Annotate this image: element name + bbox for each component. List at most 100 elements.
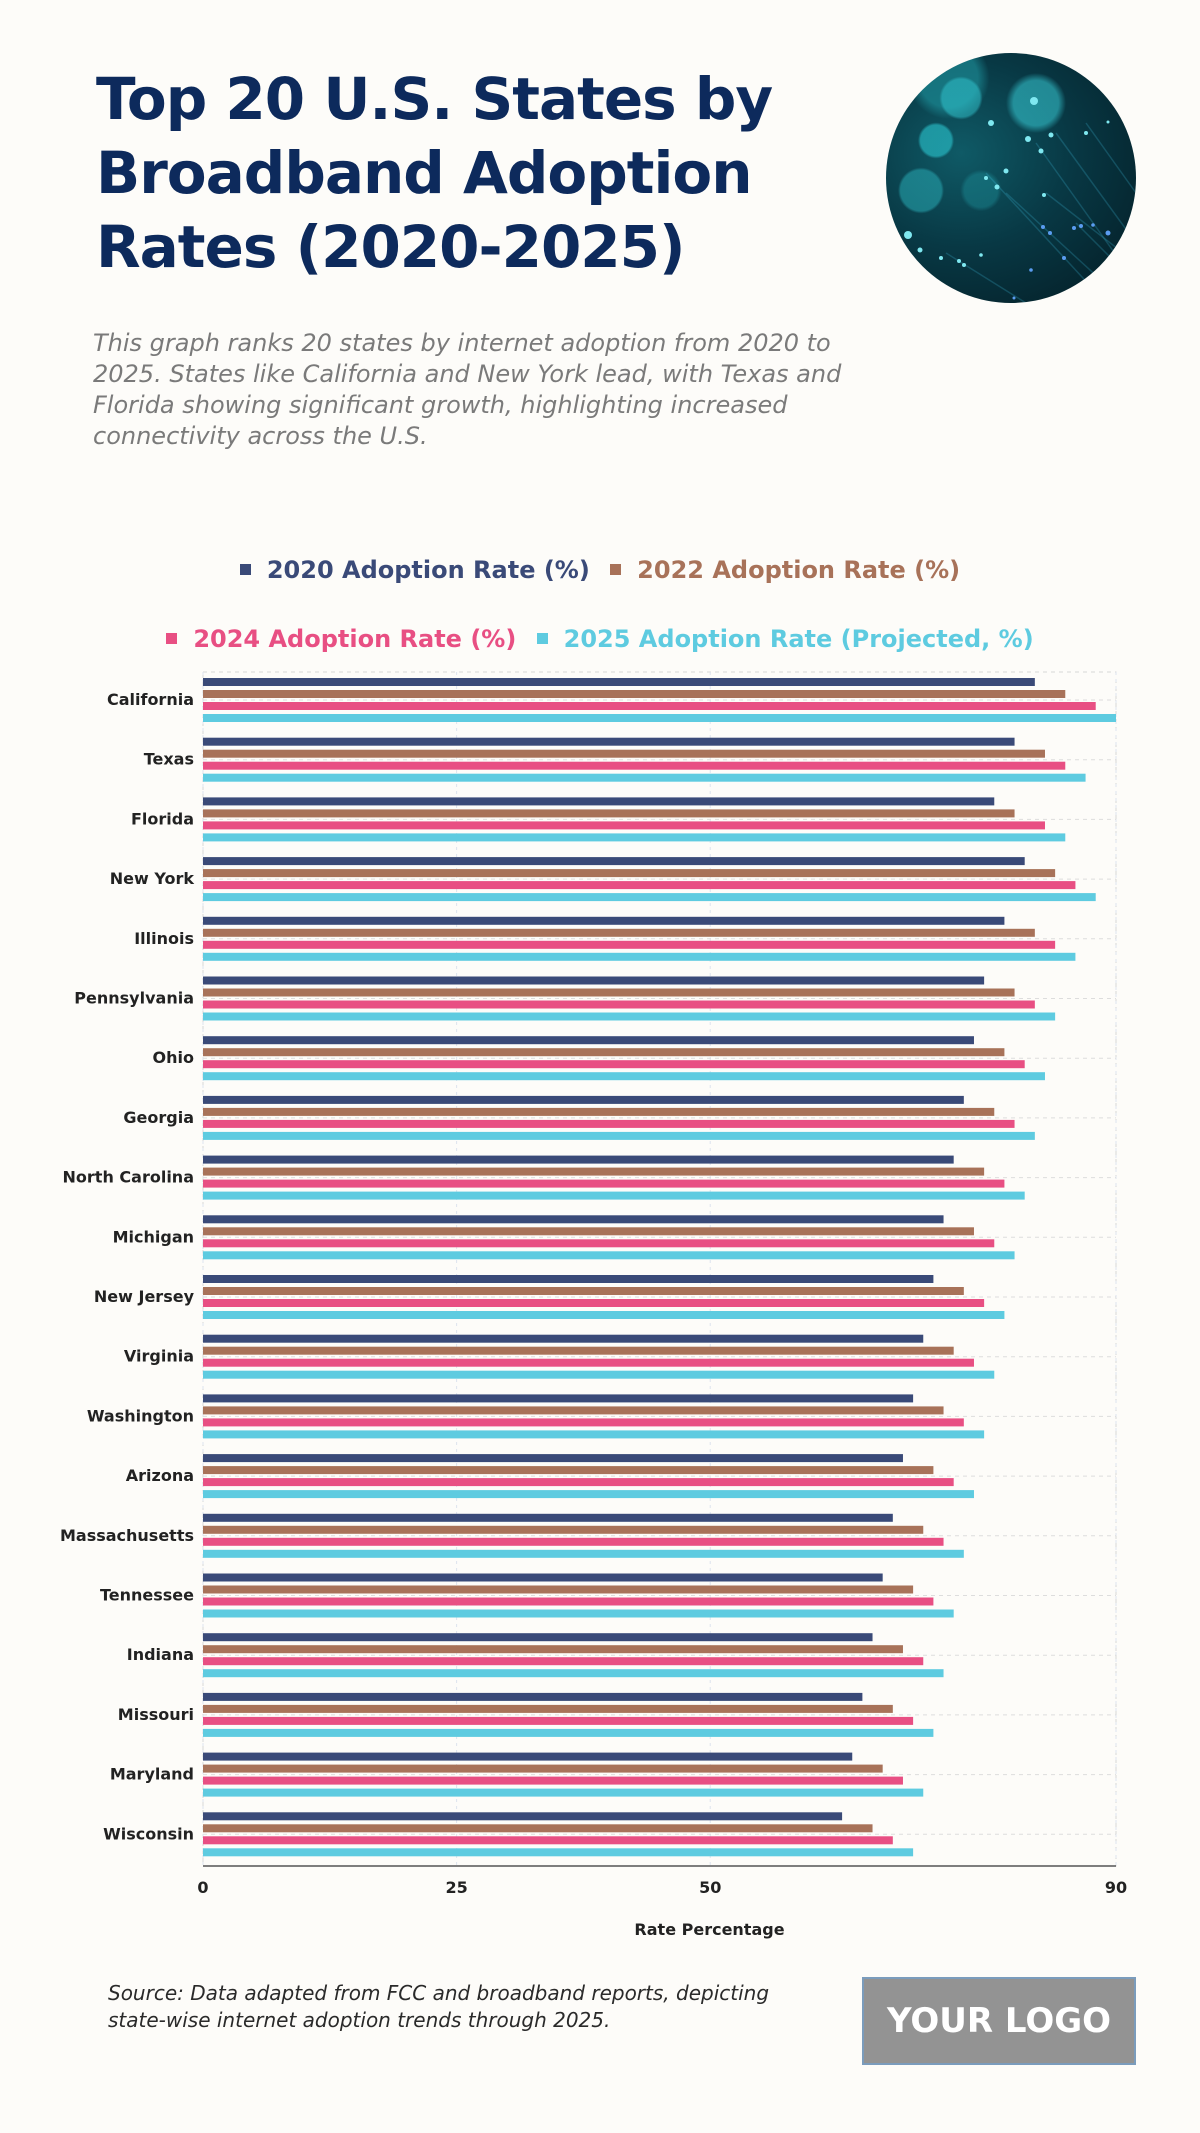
bar-missouri-2025[interactable] xyxy=(203,1728,934,1737)
bar-wisconsin-2024[interactable] xyxy=(203,1836,893,1845)
bar-indiana-2022[interactable] xyxy=(203,1645,903,1654)
y-tick-label: Wisconsin xyxy=(103,1824,194,1843)
bar-virginia-2025[interactable] xyxy=(203,1370,995,1379)
bar-virginia-2024[interactable] xyxy=(203,1358,974,1367)
bar-tennessee-2024[interactable] xyxy=(203,1597,934,1606)
bar-north-carolina-2022[interactable] xyxy=(203,1167,985,1176)
bar-massachusetts-2025[interactable] xyxy=(203,1549,964,1558)
legend-item-2025[interactable]: 2025 Adoption Rate (Projected, %) xyxy=(536,624,1034,653)
bar-texas-2020[interactable] xyxy=(203,737,1015,746)
bar-illinois-2024[interactable] xyxy=(203,940,1056,949)
bar-texas-2025[interactable] xyxy=(203,773,1086,782)
y-tick-label: Missouri xyxy=(118,1705,194,1724)
bar-arizona-2024[interactable] xyxy=(203,1478,954,1487)
bar-florida-2022[interactable] xyxy=(203,809,1015,818)
plot-frame xyxy=(202,671,1117,1867)
bar-massachusetts-2022[interactable] xyxy=(203,1525,924,1534)
bar-illinois-2022[interactable] xyxy=(203,928,1035,937)
bar-maryland-2020[interactable] xyxy=(203,1752,853,1761)
bar-ohio-2022[interactable] xyxy=(203,1048,1005,1057)
bar-georgia-2020[interactable] xyxy=(203,1095,964,1104)
y-tick-label: Massachusetts xyxy=(60,1526,194,1545)
bar-tennessee-2020[interactable] xyxy=(203,1573,883,1582)
bar-arizona-2022[interactable] xyxy=(203,1466,934,1475)
bar-washington-2024[interactable] xyxy=(203,1418,964,1427)
bar-ohio-2025[interactable] xyxy=(203,1072,1045,1081)
bar-california-2020[interactable] xyxy=(203,678,1035,686)
bar-missouri-2020[interactable] xyxy=(203,1692,863,1701)
source-note: Source: Data adapted from FCC and broadb… xyxy=(108,1981,770,2032)
bar-ohio-2024[interactable] xyxy=(203,1060,1025,1069)
bar-massachusetts-2024[interactable] xyxy=(203,1537,944,1546)
y-tick-label: New Jersey xyxy=(94,1287,195,1306)
bar-georgia-2022[interactable] xyxy=(203,1107,995,1116)
x-tick-label: 90 xyxy=(1105,1878,1127,1897)
legend-label-2025: 2025 Adoption Rate (Projected, %) xyxy=(563,624,1034,653)
bar-ohio-2020[interactable] xyxy=(203,1036,974,1045)
bar-indiana-2025[interactable] xyxy=(203,1669,944,1678)
legend-item-2022[interactable]: 2022 Adoption Rate (%) xyxy=(610,556,960,584)
bar-missouri-2022[interactable] xyxy=(203,1704,893,1713)
bar-florida-2020[interactable] xyxy=(203,797,995,806)
bar-michigan-2020[interactable] xyxy=(203,1215,944,1224)
bar-north-carolina-2024[interactable] xyxy=(203,1179,1005,1188)
y-tick-label: Texas xyxy=(144,750,194,769)
bar-new-jersey-2020[interactable] xyxy=(203,1275,934,1283)
bar-illinois-2025[interactable] xyxy=(203,952,1076,961)
bar-california-2024[interactable] xyxy=(203,702,1096,710)
bar-indiana-2020[interactable] xyxy=(203,1633,873,1642)
bar-georgia-2024[interactable] xyxy=(203,1119,1015,1128)
bar-tennessee-2022[interactable] xyxy=(203,1585,914,1594)
bar-maryland-2025[interactable] xyxy=(203,1788,924,1797)
fiber-optic-photo xyxy=(886,53,1136,303)
bar-arizona-2025[interactable] xyxy=(203,1490,974,1499)
bar-pennsylvania-2022[interactable] xyxy=(203,988,1015,997)
bar-north-carolina-2025[interactable] xyxy=(203,1191,1025,1200)
bar-new-york-2025[interactable] xyxy=(203,893,1096,902)
bar-michigan-2024[interactable] xyxy=(203,1239,995,1248)
bar-virginia-2020[interactable] xyxy=(203,1334,924,1343)
bar-new-york-2024[interactable] xyxy=(203,881,1076,890)
bar-illinois-2020[interactable] xyxy=(203,916,1005,925)
bar-florida-2025[interactable] xyxy=(203,833,1066,842)
bar-new-jersey-2024[interactable] xyxy=(203,1299,985,1307)
legend-swatch-2020 xyxy=(239,564,251,575)
bar-north-carolina-2020[interactable] xyxy=(203,1155,954,1164)
y-tick-label: California xyxy=(107,690,194,709)
bar-michigan-2025[interactable] xyxy=(203,1251,1015,1260)
bar-indiana-2024[interactable] xyxy=(203,1657,924,1666)
bar-wisconsin-2025[interactable] xyxy=(203,1848,914,1857)
bar-tennessee-2025[interactable] xyxy=(203,1609,954,1618)
bar-washington-2025[interactable] xyxy=(203,1430,985,1439)
bar-michigan-2022[interactable] xyxy=(203,1227,974,1236)
legend-item-2020[interactable]: 2020 Adoption Rate (%) xyxy=(239,556,590,584)
bar-new-jersey-2025[interactable] xyxy=(203,1311,1005,1319)
bar-wisconsin-2020[interactable] xyxy=(203,1812,843,1821)
bar-massachusetts-2020[interactable] xyxy=(203,1513,893,1522)
legend-item-2024[interactable]: 2024 Adoption Rate (%) xyxy=(166,625,516,653)
bar-virginia-2022[interactable] xyxy=(203,1346,954,1355)
bar-california-2025[interactable] xyxy=(203,714,1116,722)
x-tick-label: 50 xyxy=(699,1878,721,1897)
legend-label-2022: 2022 Adoption Rate (%) xyxy=(637,555,961,584)
bar-arizona-2020[interactable] xyxy=(203,1454,903,1463)
bar-new-jersey-2022[interactable] xyxy=(203,1287,964,1295)
bar-georgia-2025[interactable] xyxy=(203,1131,1035,1140)
bar-maryland-2024[interactable] xyxy=(203,1776,903,1785)
bar-texas-2022[interactable] xyxy=(203,749,1045,758)
bar-maryland-2022[interactable] xyxy=(203,1764,883,1773)
y-tick-label: Indiana xyxy=(127,1645,194,1664)
bar-texas-2024[interactable] xyxy=(203,761,1066,770)
bar-california-2022[interactable] xyxy=(203,690,1066,698)
bar-pennsylvania-2020[interactable] xyxy=(203,976,985,985)
bar-washington-2022[interactable] xyxy=(203,1406,944,1415)
bar-pennsylvania-2025[interactable] xyxy=(203,1012,1056,1021)
bar-washington-2020[interactable] xyxy=(203,1394,914,1403)
bar-wisconsin-2022[interactable] xyxy=(203,1824,873,1833)
bar-florida-2024[interactable] xyxy=(203,821,1045,830)
bar-new-york-2020[interactable] xyxy=(203,857,1025,866)
bar-pennsylvania-2024[interactable] xyxy=(203,1000,1035,1009)
bar-missouri-2024[interactable] xyxy=(203,1716,914,1725)
bar-new-york-2022[interactable] xyxy=(203,869,1056,878)
legend-swatch-2024 xyxy=(166,633,178,644)
